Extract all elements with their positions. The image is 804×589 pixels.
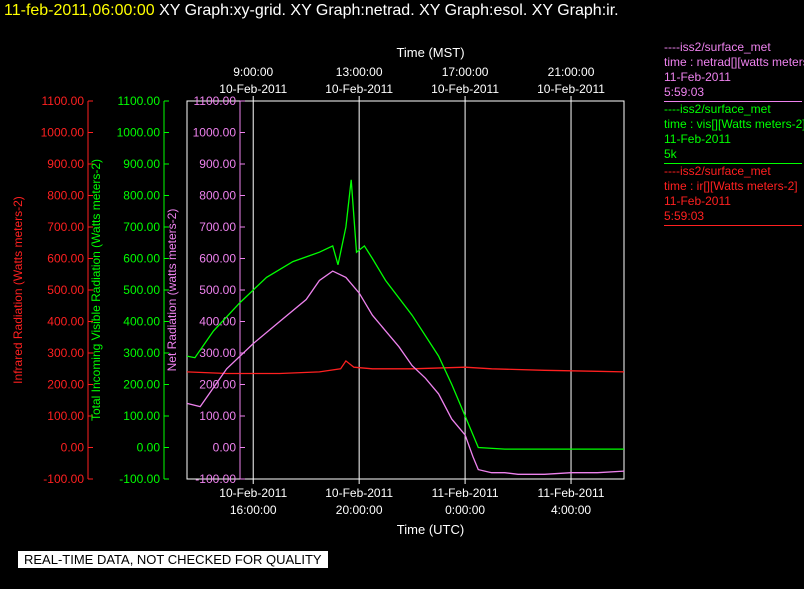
legend-entry-ir: ----iss2/surface_met time : ir[][Watts m… [664,164,804,226]
y-tick-label: 1100.00 [194,94,237,108]
y-tick-label: 300.00 [123,346,160,360]
y-tick-label: 0.00 [213,441,237,455]
y-tick-label: 900.00 [123,157,160,171]
y-tick-label: 0.00 [61,441,85,455]
x-tick-label-bottom-date: 10-Feb-2011 [325,486,393,500]
y-tick-label: 0.00 [137,441,161,455]
legend-date: 11-Feb-2011 [664,70,731,84]
y-tick-label: 900.00 [199,157,236,171]
legend-entry-vis: ----iss2/surface_met time : vis[][Watts … [664,102,804,164]
x-tick-label-top-date: 10-Feb-2011 [537,82,605,96]
legend-date: 11-Feb-2011 [664,132,731,146]
legend-divider [664,225,802,226]
y-axis-label: Net Radiation (watts meters-2) [165,209,179,372]
x-axis-label-top: Time (MST) [396,45,464,60]
y-tick-label: 1100.00 [118,94,161,108]
legend-time: 5k [664,147,677,161]
series-line-ir [186,359,625,375]
y-tick-label: -100.00 [43,472,84,486]
y-axis-label: Infrared Radiation (Watts meters-2) [11,196,25,384]
x-tick-label-top-time: 9:00:00 [233,65,273,79]
legend-source: ----iss2/surface_met [664,164,771,178]
x-tick-label-bottom-time: 20:00:00 [336,503,383,517]
x-tick-label-top-date: 10-Feb-2011 [431,82,499,96]
y-tick-label: 800.00 [199,189,236,203]
x-tick-label-bottom-date: 11-Feb-2011 [432,486,499,500]
y-tick-label: 700.00 [47,220,84,234]
legend-variable: time : ir[][Watts meters-2] [664,179,798,193]
legend: ----iss2/surface_met time : netrad[][wat… [664,40,804,226]
y-axis-label: Total Incoming Visible Radiation (Watts … [89,159,103,421]
y-tick-label: 500.00 [199,283,236,297]
x-tick-label-bottom-time: 16:00:00 [230,503,277,517]
y-tick-label: 200.00 [123,378,160,392]
y-tick-label: 800.00 [123,189,160,203]
y-tick-label: 100.00 [123,409,160,423]
legend-variable: time : netrad[][watts meters-2] [664,55,804,69]
y-tick-label: 700.00 [123,220,160,234]
y-tick-label: 300.00 [199,346,236,360]
y-tick-label: 1000.00 [41,126,85,140]
x-axis-label-bottom: Time (UTC) [397,522,464,537]
legend-source: ----iss2/surface_met [664,40,771,54]
y-tick-label: 200.00 [47,378,84,392]
legend-time: 5:59:03 [664,85,705,99]
x-tick-label-bottom-time: 0:00:00 [445,503,485,517]
title-timestamp: 11-feb-2011,06:00:00 [4,2,155,19]
x-tick-label-top-date: 10-Feb-2011 [219,82,287,96]
y-tick-label: 100.00 [199,409,236,423]
legend-divider [664,163,802,164]
y-tick-label: 300.00 [47,346,84,360]
y-tick-label: -100.00 [195,472,236,486]
series-line-net [186,270,625,475]
plot-frame [186,100,625,480]
legend-divider [664,101,802,102]
title-graphs: XY Graph:xy-grid. XY Graph:netrad. XY Gr… [159,2,619,19]
y-tick-label: 100.00 [47,409,84,423]
y-tick-label: 200.00 [199,378,236,392]
x-tick-label-top-time: 21:00:00 [548,65,595,79]
x-tick-label-bottom-date: 10-Feb-2011 [219,486,287,500]
quality-disclaimer: REAL-TIME DATA, NOT CHECKED FOR QUALITY [18,551,328,568]
y-tick-label: 600.00 [47,252,84,266]
y-tick-label: 600.00 [123,252,160,266]
legend-time: 5:59:03 [664,209,705,223]
legend-source: ----iss2/surface_met [664,102,771,116]
y-tick-label: -100.00 [119,472,160,486]
series-line-vis [186,179,624,450]
y-tick-label: 400.00 [123,315,160,329]
x-tick-label-top-time: 17:00:00 [442,65,489,79]
y-tick-label: 700.00 [199,220,236,234]
y-tick-label: 400.00 [199,315,236,329]
y-tick-label: 600.00 [199,252,236,266]
y-tick-label: 800.00 [47,189,84,203]
legend-date: 11-Feb-2011 [664,194,731,208]
x-tick-label-top-time: 13:00:00 [336,65,383,79]
legend-entry-net: ----iss2/surface_met time : netrad[][wat… [664,40,804,102]
legend-variable: time : vis[][Watts meters-2] [664,117,804,131]
y-tick-label: 500.00 [47,283,84,297]
y-tick-label: 900.00 [47,157,84,171]
y-tick-label: 1100.00 [42,94,85,108]
y-tick-label: 500.00 [123,283,160,297]
y-tick-label: 1000.00 [193,126,237,140]
y-tick-label: 1000.00 [117,126,161,140]
y-tick-label: 400.00 [47,315,84,329]
x-tick-label-top-date: 10-Feb-2011 [325,82,393,96]
x-tick-label-bottom-time: 4:00:00 [551,503,591,517]
chart-title: 11-feb-2011,06:00:00 XY Graph:xy-grid. X… [4,2,619,20]
x-tick-label-bottom-date: 11-Feb-2011 [538,486,605,500]
